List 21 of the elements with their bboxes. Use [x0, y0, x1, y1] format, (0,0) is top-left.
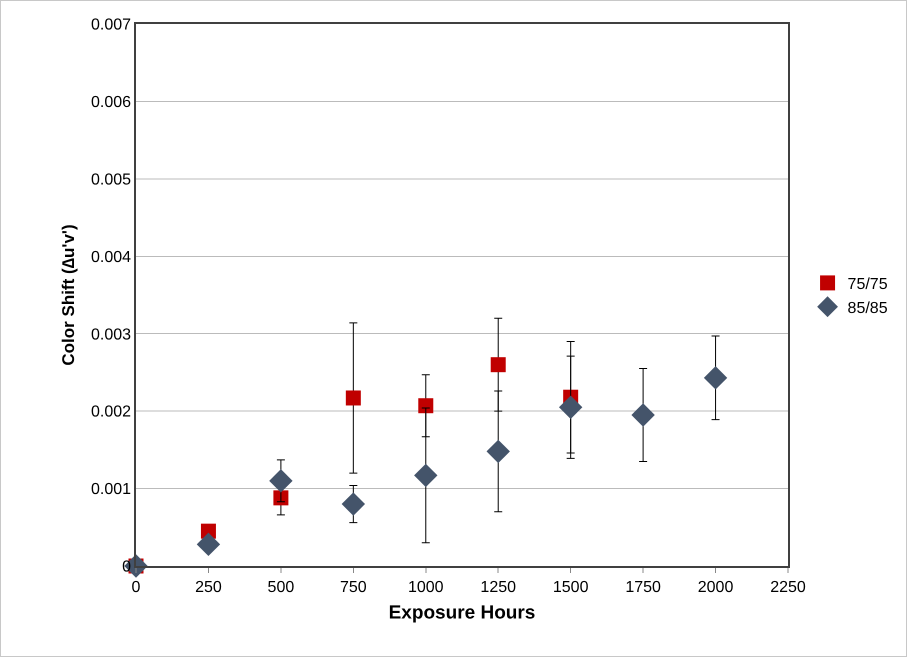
y-tick-label: 0.007	[91, 16, 132, 34]
y-tick-label: 0.001	[91, 481, 132, 498]
x-axis-title: Exposure Hours	[388, 602, 536, 624]
y-tick-label: 0.004	[91, 248, 132, 266]
y-tick-label: 0.002	[91, 404, 132, 421]
x-tick-label: 2250	[770, 578, 806, 596]
x-tick-label: 1000	[408, 578, 444, 596]
x-tick-label: 1750	[625, 578, 662, 596]
legend-label: 85/85	[848, 300, 888, 317]
y-tick-label: 0.003	[91, 326, 132, 344]
x-tick-label: 2000	[698, 578, 734, 596]
y-tick-label: 0.005	[91, 171, 132, 188]
x-tick-label: 500	[268, 578, 294, 596]
x-tick-label: 1250	[480, 578, 516, 596]
y-tick-label: 0	[122, 558, 132, 576]
y-axis-title: Color Shift (∆u'v')	[59, 224, 78, 366]
x-tick-label: 750	[340, 578, 367, 596]
x-tick-label: 1500	[552, 578, 589, 596]
legend-label: 75/75	[848, 276, 888, 294]
x-tick-label: 250	[195, 578, 222, 596]
y-tick-label: 0.006	[91, 94, 132, 112]
